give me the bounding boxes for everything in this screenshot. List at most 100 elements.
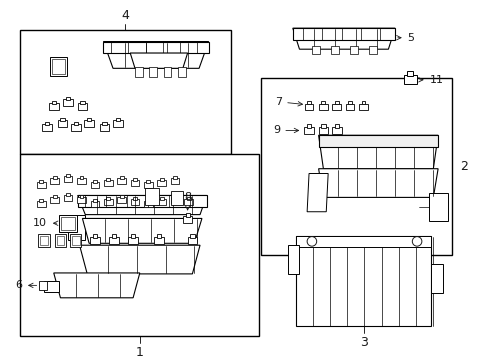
Bar (361, 101, 365, 104)
Text: 11: 11 (418, 75, 443, 85)
Bar (90, 237, 100, 244)
Bar (102, 122, 106, 125)
Polygon shape (103, 41, 208, 68)
Bar (50, 197, 59, 203)
Text: 6: 6 (15, 280, 37, 291)
Bar (330, 46, 338, 54)
Bar (73, 122, 78, 125)
Bar (334, 101, 338, 104)
Bar (93, 199, 97, 202)
Polygon shape (292, 28, 394, 40)
Bar (93, 234, 97, 238)
Text: 7: 7 (275, 97, 302, 107)
Bar (173, 176, 177, 179)
Text: 5: 5 (396, 33, 414, 43)
Bar (160, 177, 163, 181)
Bar (100, 124, 109, 131)
Bar (61, 216, 75, 230)
Bar (41, 236, 48, 245)
Bar (173, 195, 177, 198)
Bar (106, 177, 110, 181)
Bar (52, 59, 65, 74)
Bar (63, 99, 73, 106)
Bar (170, 197, 179, 203)
Bar (90, 182, 99, 188)
Bar (63, 176, 72, 182)
Bar (113, 121, 122, 127)
Bar (321, 124, 325, 128)
Bar (187, 237, 197, 244)
Bar (78, 103, 87, 110)
Bar (332, 104, 340, 109)
Polygon shape (44, 280, 59, 292)
Bar (72, 236, 80, 245)
Bar (149, 67, 157, 77)
Bar (20, 154, 259, 336)
Bar (104, 180, 112, 186)
Bar (170, 178, 179, 184)
Bar (345, 104, 354, 109)
Bar (144, 182, 152, 188)
Text: 4: 4 (122, 9, 129, 22)
Bar (331, 127, 341, 134)
Bar (93, 180, 97, 183)
Bar (186, 197, 190, 200)
Bar (184, 199, 192, 205)
Polygon shape (80, 245, 200, 274)
Bar (87, 118, 91, 121)
Polygon shape (318, 135, 437, 169)
Bar (287, 245, 299, 274)
Bar (318, 127, 327, 134)
Bar (349, 46, 357, 54)
Polygon shape (306, 174, 327, 212)
Bar (50, 57, 67, 76)
Bar (306, 124, 310, 128)
Bar (154, 237, 163, 244)
Bar (20, 30, 230, 154)
Bar (120, 195, 123, 198)
Bar (133, 197, 137, 200)
Bar (185, 213, 189, 217)
Bar (77, 197, 85, 203)
Bar (319, 104, 327, 109)
Bar (311, 46, 319, 54)
Text: 9: 9 (273, 126, 298, 135)
Bar (104, 199, 112, 205)
Bar (80, 195, 83, 198)
Bar (359, 104, 367, 109)
Bar (163, 67, 171, 77)
Polygon shape (292, 28, 394, 49)
Polygon shape (54, 273, 140, 298)
Bar (70, 234, 81, 247)
Polygon shape (82, 219, 202, 243)
Bar (144, 188, 159, 205)
Polygon shape (78, 195, 206, 215)
Bar (52, 100, 56, 104)
Bar (49, 103, 59, 110)
Bar (106, 197, 110, 200)
Bar (58, 121, 67, 127)
Bar (80, 100, 84, 104)
Bar (116, 118, 120, 121)
Polygon shape (318, 135, 437, 147)
Bar (403, 75, 416, 84)
Bar (120, 176, 123, 179)
Polygon shape (130, 53, 187, 68)
Bar (157, 199, 166, 205)
Bar (66, 97, 70, 100)
Bar (112, 234, 116, 238)
Bar (53, 176, 57, 179)
Bar (39, 234, 50, 247)
Bar (157, 180, 166, 186)
Bar (37, 182, 45, 188)
Bar (57, 236, 64, 245)
Bar (135, 67, 142, 77)
Bar (117, 197, 126, 203)
Bar (40, 199, 43, 202)
Bar (131, 234, 135, 238)
Polygon shape (295, 236, 430, 327)
Bar (80, 176, 83, 179)
Text: 3: 3 (360, 336, 367, 349)
Bar (304, 104, 313, 109)
Bar (42, 124, 52, 131)
